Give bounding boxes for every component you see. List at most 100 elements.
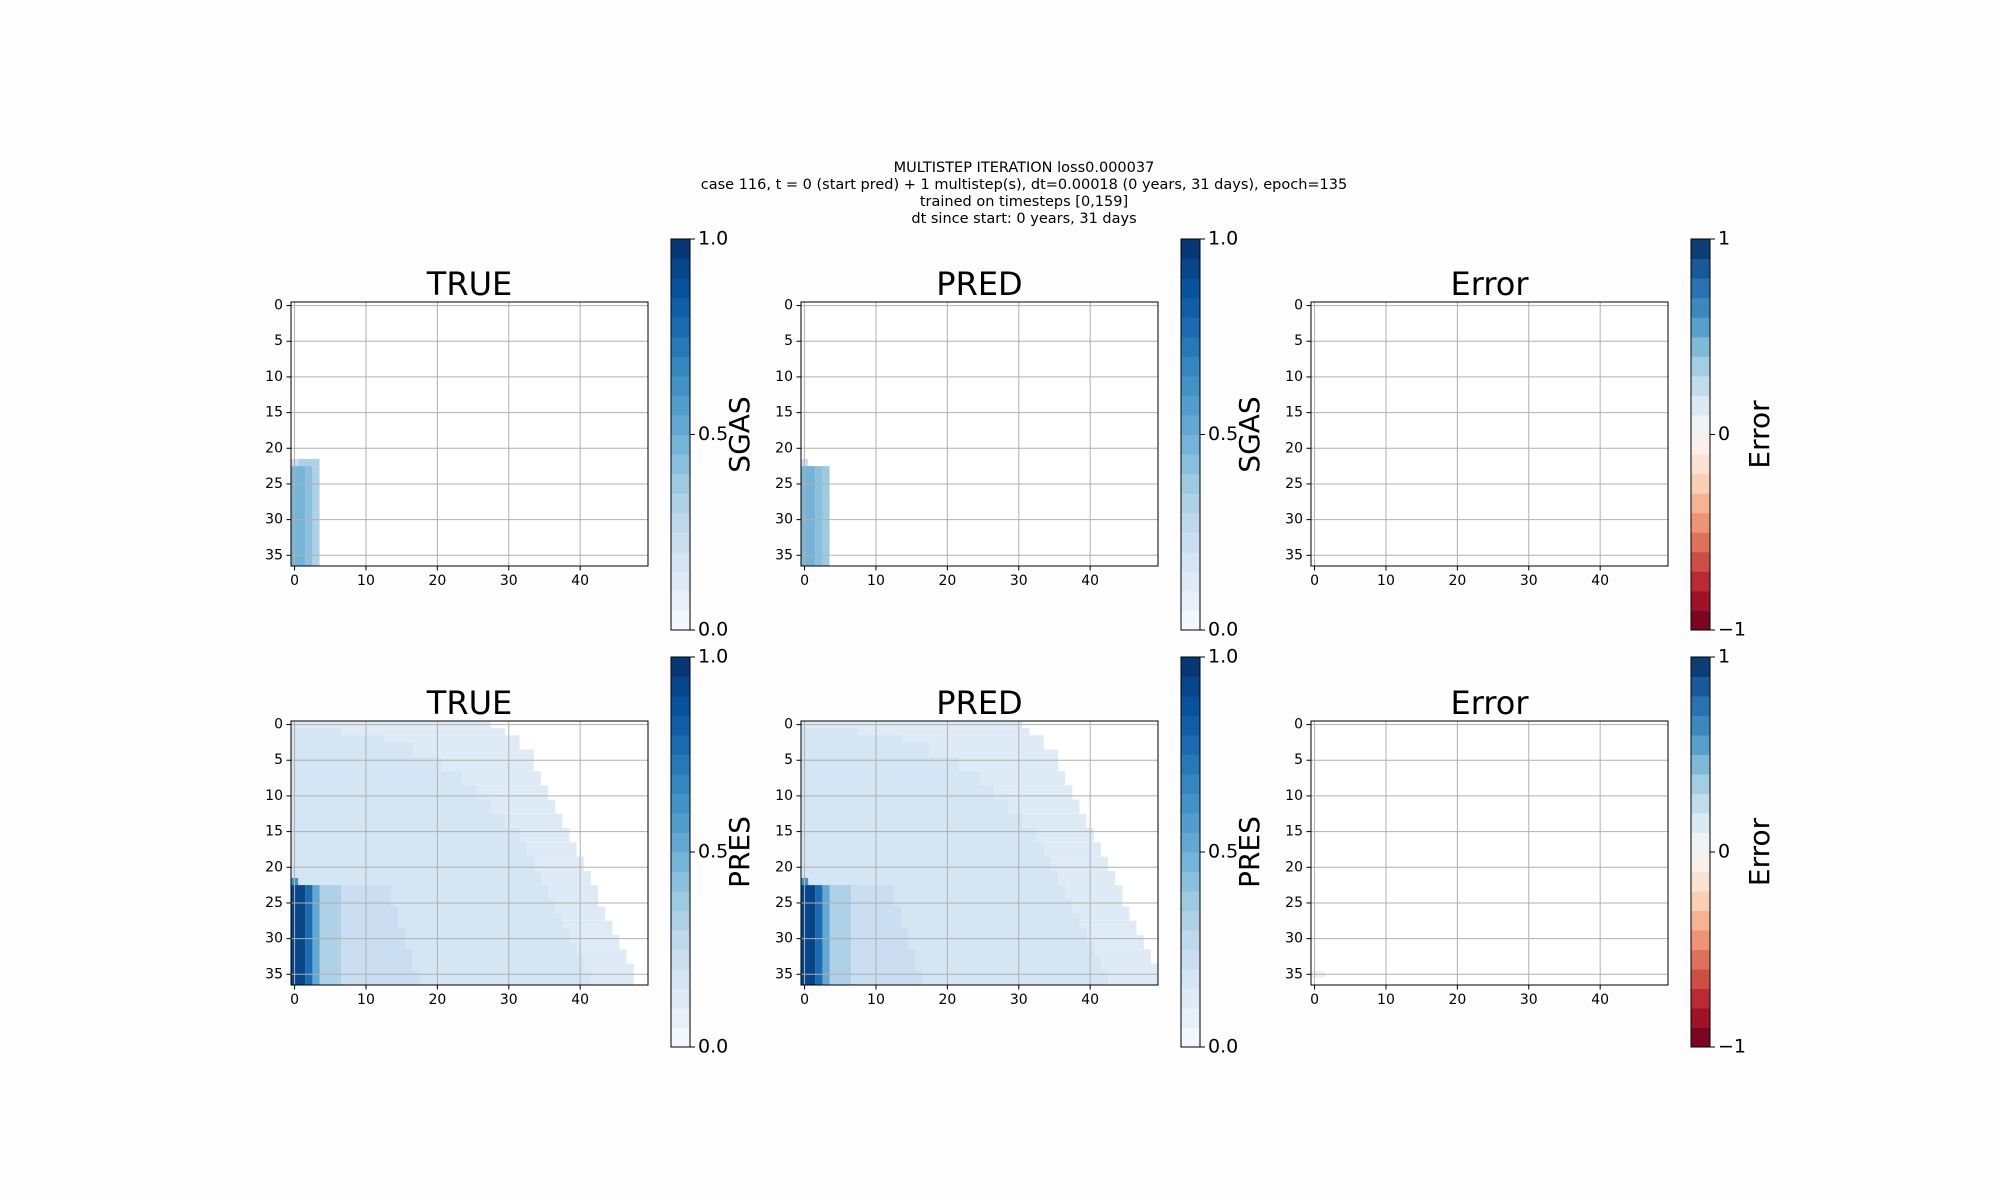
colorbar-band — [671, 715, 690, 736]
colorbar-band — [1181, 297, 1200, 318]
heatmap-cell — [291, 785, 477, 800]
colorbar-band — [1691, 336, 1710, 357]
y-tick-label: 25 — [1285, 476, 1303, 492]
colorbar-band — [1691, 949, 1710, 970]
colorbar-band — [1691, 793, 1710, 814]
colorbar-band — [1691, 832, 1710, 853]
colorbar-band — [1691, 852, 1710, 872]
x-tick-label: 10 — [867, 573, 885, 589]
colorbar-band — [1691, 512, 1710, 533]
suptitle: trained on timesteps [0,159] — [920, 194, 1128, 210]
y-tick-label: 30 — [1285, 512, 1303, 528]
y-tick-label: 30 — [265, 931, 283, 947]
subplot-title: TRUE — [426, 265, 512, 303]
colorbar-band — [671, 590, 690, 611]
x-tick-label: 40 — [1081, 573, 1099, 589]
y-tick-label: 0 — [1294, 298, 1303, 314]
y-tick-label: 20 — [775, 859, 793, 875]
colorbar-tick-label: 0.5 — [1208, 423, 1238, 445]
colorbar-band — [671, 949, 690, 970]
colorbar-band — [1691, 696, 1710, 716]
colorbar-band — [1691, 571, 1710, 592]
y-tick-label: 25 — [775, 895, 793, 911]
colorbar-band — [1691, 969, 1710, 989]
colorbar-band — [671, 969, 690, 989]
colorbar-band — [1181, 813, 1200, 833]
colorbar-band — [1691, 239, 1710, 260]
y-tick-label: 20 — [265, 440, 283, 456]
colorbar-band — [1691, 454, 1710, 475]
heatmap-cell — [291, 885, 306, 985]
colorbar-label: PRES — [723, 816, 756, 888]
heatmap-cell — [291, 813, 506, 829]
heatmap-cell — [801, 785, 994, 800]
colorbar-band — [1181, 793, 1200, 814]
colorbar-band — [1181, 832, 1200, 853]
y-tick-label: 25 — [265, 476, 283, 492]
colorbar-tick-label: −1 — [1718, 1036, 1746, 1058]
colorbar-band — [671, 434, 690, 455]
colorbar-band — [1181, 571, 1200, 592]
subplot-title: PRED — [936, 265, 1022, 303]
colorbar-band — [1181, 696, 1200, 716]
y-tick-label: 35 — [1285, 547, 1303, 563]
colorbar-band — [671, 297, 690, 318]
colorbar-band — [671, 317, 690, 338]
x-tick-label: 10 — [357, 573, 375, 589]
colorbar-band — [1691, 610, 1710, 631]
colorbar-band — [1181, 454, 1200, 475]
y-tick-label: 0 — [274, 717, 283, 733]
subplot-title: Error — [1451, 684, 1530, 722]
heatmap-cell — [801, 735, 901, 743]
heatmap-cell — [291, 799, 491, 814]
x-tick-label: 30 — [500, 992, 518, 1008]
colorbar-band — [1181, 852, 1200, 872]
colorbar-band — [671, 852, 690, 872]
heatmap-cell — [291, 870, 541, 886]
y-tick-label: 0 — [784, 298, 793, 314]
colorbar-tick-label: 0.5 — [1208, 841, 1238, 863]
y-tick-label: 5 — [1294, 333, 1303, 349]
heatmap-cell — [291, 466, 306, 566]
colorbar-band — [1181, 715, 1200, 736]
colorbar-band — [671, 454, 690, 475]
x-tick-label: 10 — [867, 992, 885, 1008]
axes-frame — [290, 301, 649, 567]
y-tick-label: 10 — [265, 788, 283, 804]
subplot-title: PRED — [936, 684, 1022, 722]
heatmap-cell — [822, 466, 830, 566]
colorbar-band — [1691, 676, 1710, 697]
colorbar-band — [671, 239, 690, 260]
colorbar-band — [1181, 754, 1200, 775]
heatmap-cell — [822, 885, 830, 985]
colorbar-band — [1691, 434, 1710, 455]
colorbar-band — [1691, 754, 1710, 775]
x-tick-label: 30 — [1010, 992, 1028, 1008]
colorbar-band — [1691, 317, 1710, 338]
colorbar-band — [1181, 891, 1200, 911]
colorbar-band — [1181, 551, 1200, 572]
y-tick-label: 10 — [1285, 369, 1303, 385]
x-tick-label: 30 — [1520, 573, 1538, 589]
colorbar-band — [1181, 910, 1200, 931]
x-tick-label: 30 — [500, 573, 518, 589]
x-tick-label: 20 — [1448, 992, 1466, 1008]
y-tick-label: 5 — [274, 752, 283, 768]
y-tick-label: 15 — [265, 405, 283, 421]
colorbar-band — [1691, 395, 1710, 416]
heatmap-cell — [305, 466, 313, 566]
y-tick-label: 0 — [784, 717, 793, 733]
subplot-title: TRUE — [426, 684, 512, 722]
y-tick-label: 10 — [775, 369, 793, 385]
colorbar-band — [1181, 988, 1200, 1009]
colorbar-band — [1691, 774, 1710, 794]
colorbar-band — [671, 657, 690, 677]
x-tick-label: 40 — [571, 573, 589, 589]
colorbar-band — [1691, 1027, 1710, 1048]
colorbar-band — [671, 696, 690, 716]
y-tick-label: 35 — [775, 547, 793, 563]
x-tick-label: 0 — [1310, 992, 1319, 1008]
heatmap-cell — [801, 742, 930, 757]
suptitle: dt since start: 0 years, 31 days — [911, 211, 1136, 227]
heatmap-cell — [801, 870, 1059, 886]
